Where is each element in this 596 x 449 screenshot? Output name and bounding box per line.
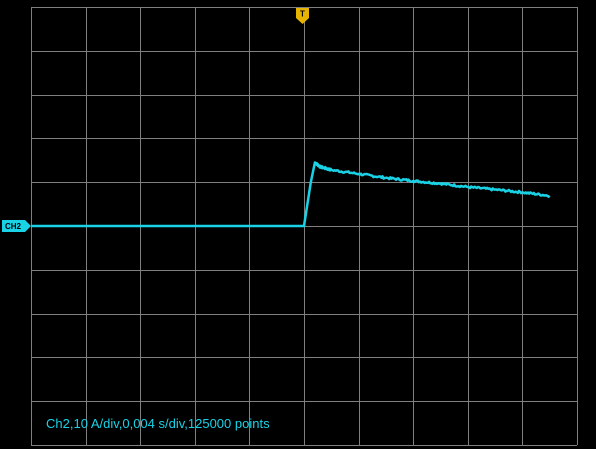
grid [31, 7, 578, 446]
measurement-info: Ch2,10 A/div,0,004 s/div,125000 points [46, 416, 270, 431]
trace [31, 161, 551, 228]
trigger-marker-label: T [300, 10, 305, 19]
channel-marker-label: CH2 [5, 222, 22, 231]
channel-2-trace [31, 161, 551, 228]
channel-marker[interactable]: CH2 [2, 220, 31, 232]
trigger-marker[interactable]: T [296, 8, 309, 24]
